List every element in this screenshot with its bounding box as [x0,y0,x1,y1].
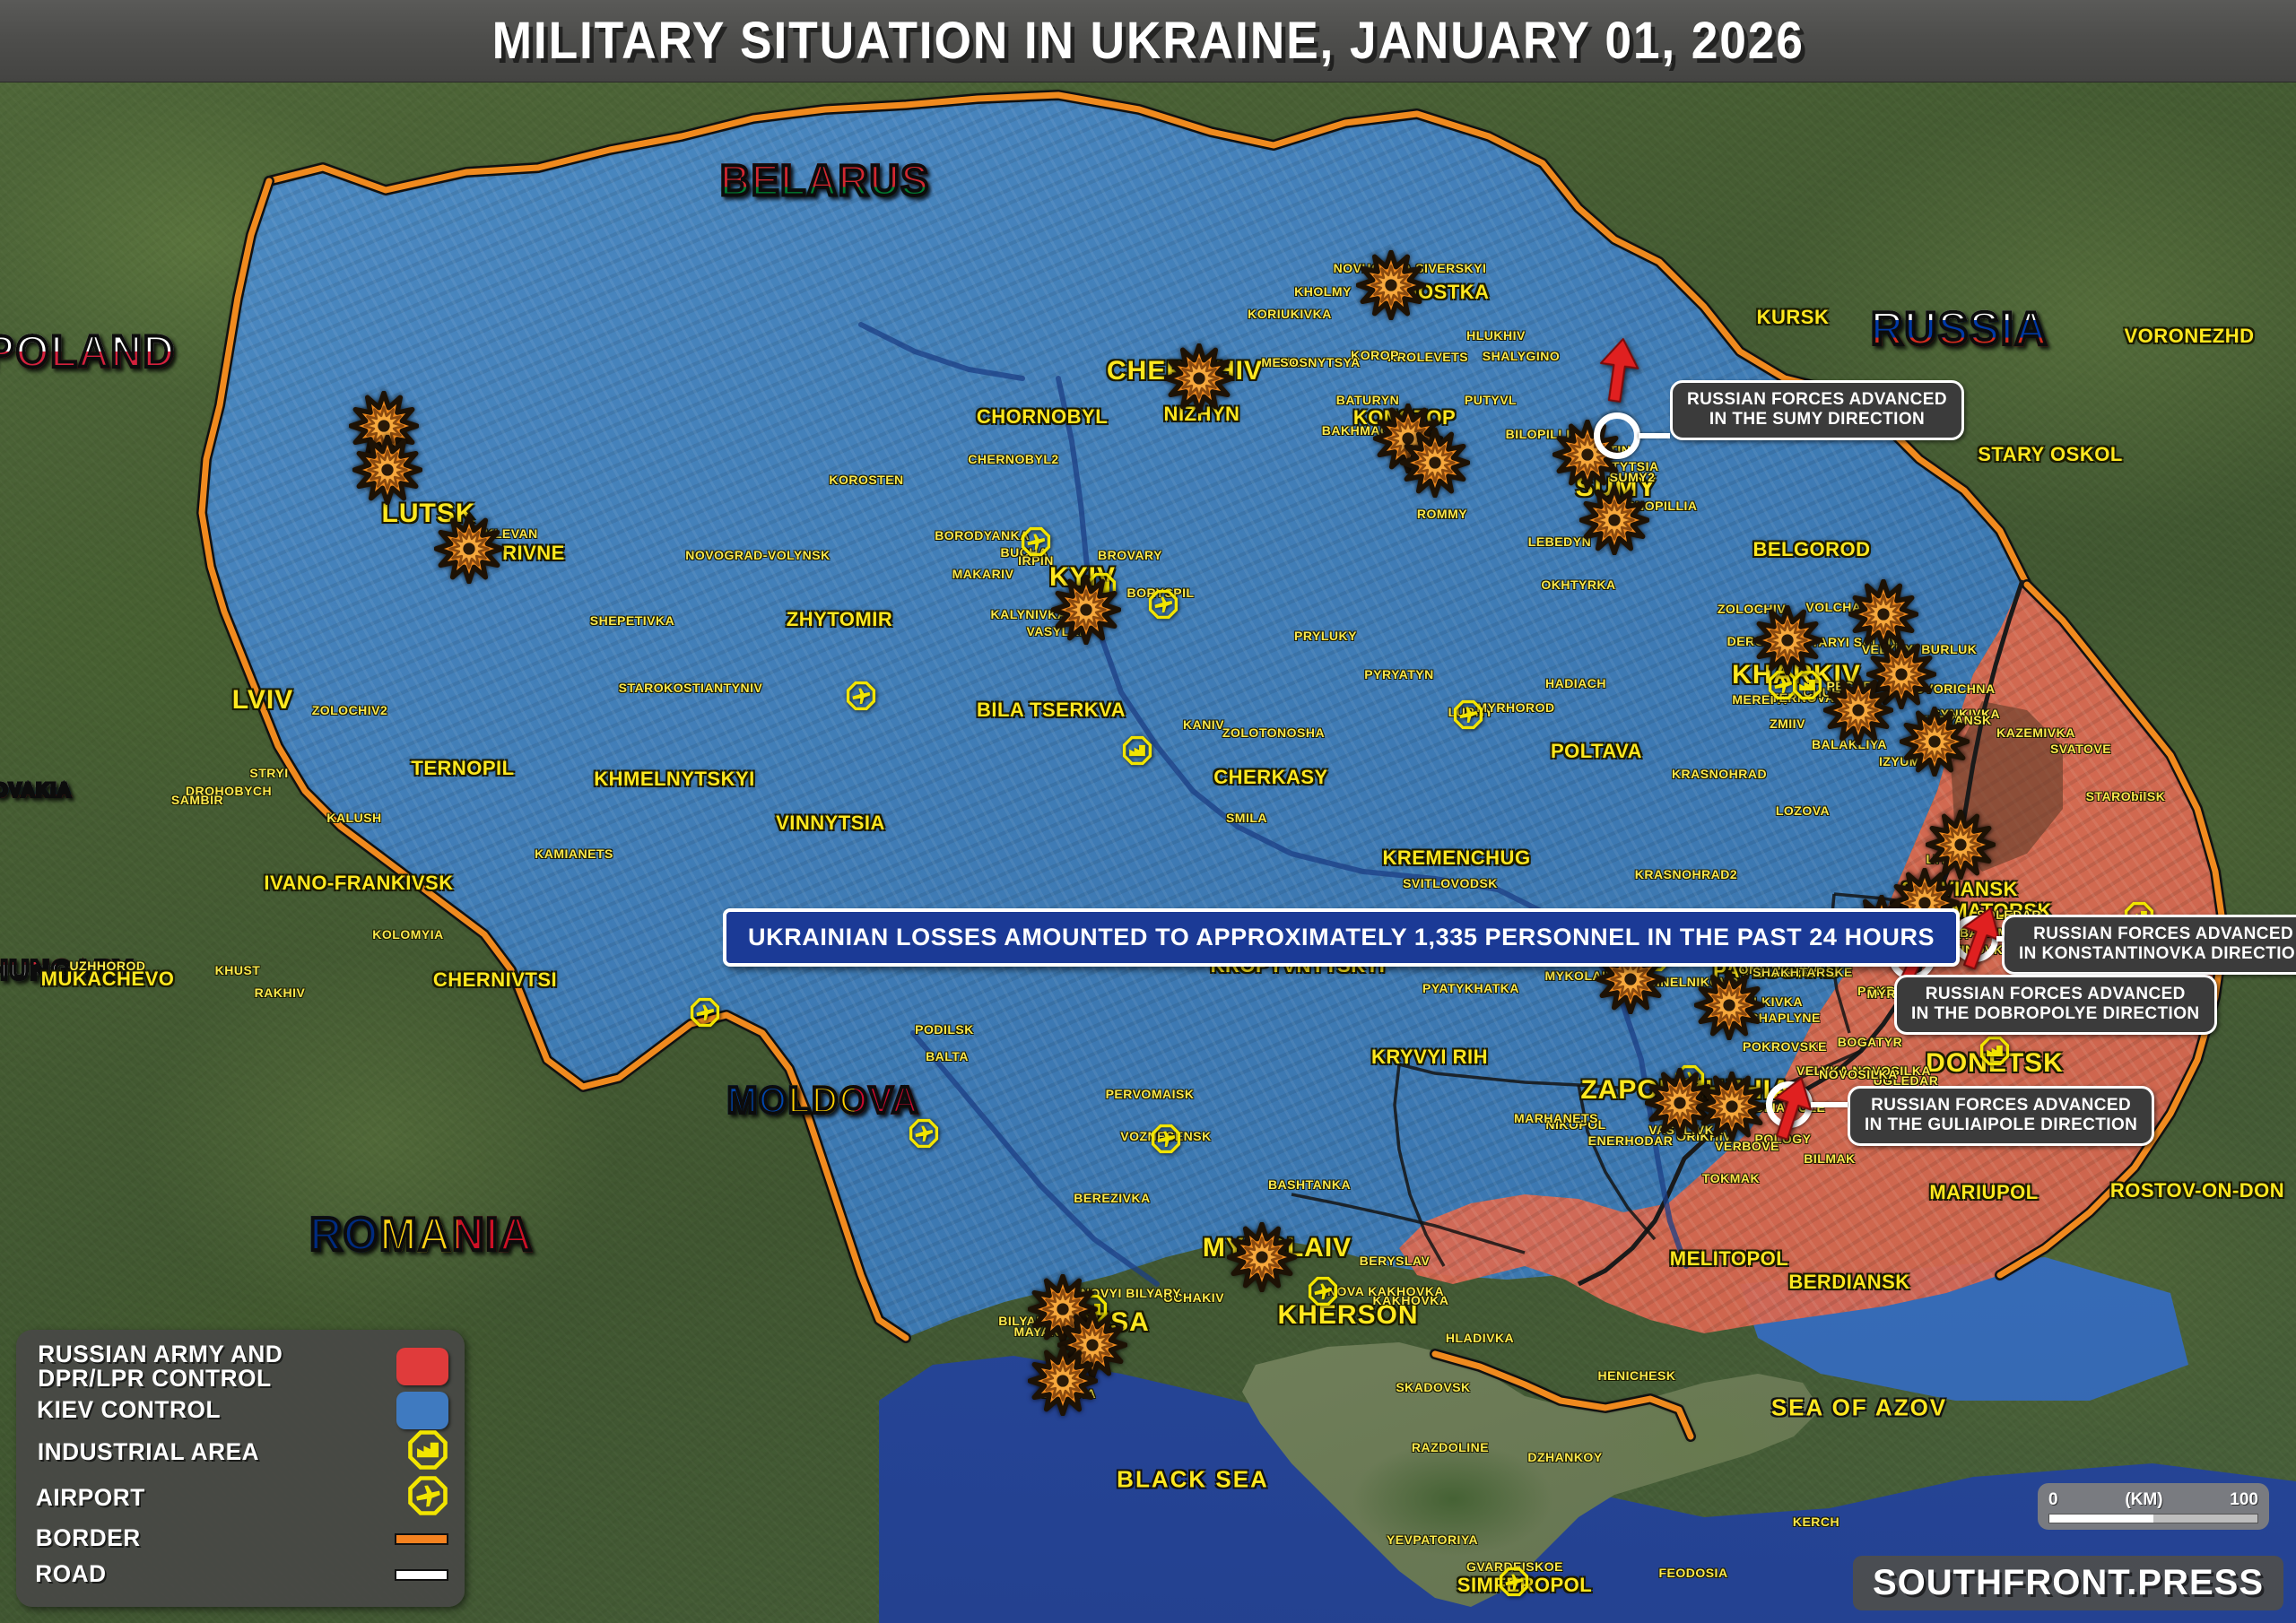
airport-hex-icon [909,1118,939,1149]
callout-line-2: IN THE DOBROPOLYE DIRECTION [1911,1004,2200,1024]
legend-label: RUSSIAN ARMY AND DPR/LPR CONTROL [38,1340,283,1393]
losses-banner: UKRAINIAN LOSSES AMOUNTED TO APPROXIMATE… [723,908,1961,967]
airport-hex-icon [1148,589,1178,620]
legend-label-line-2: DPR/LPR CONTROL [38,1365,272,1393]
legend-label-line-1: RUSSIAN ARMY AND [38,1340,283,1367]
legend-swatch-road-line [395,1568,448,1581]
airport-hex-icon [846,681,876,711]
advance-callout-dobropolye: RUSSIAN FORCES ADVANCED IN THE DOBROPOLYE… [1894,975,2217,1035]
callout-line-1: RUSSIAN FORCES ADVANCED [1925,985,2186,1003]
legend-label-line-1: AIRPORT [35,1483,145,1511]
advance-callout-konstantinovka: RUSSIAN FORCES ADVANCED IN KONSTANTINOVKA… [2002,915,2296,975]
airport-hex-icon [1674,1064,1705,1095]
country-label-romania: ROMANIA [308,1207,534,1263]
scale-unit-label: (KM) [2125,1489,2163,1509]
legend-row: INDUSTRIAL AREA [34,1429,448,1475]
scale-bar-graphic [2048,1513,2258,1523]
industrial-hex-icon [1077,1294,1108,1324]
advance-arrow-icon [1591,334,1647,406]
legend-label: INDUSTRIAL AREA [37,1437,260,1465]
legend-label-line-1: KIEV CONTROL [37,1396,222,1424]
callout-leader-line [1639,433,1670,438]
industrial-hex-icon [1979,1036,2010,1066]
losses-line-2: 1,335 PERSONNEL IN THE PAST 24 HOURS [1413,924,1935,950]
country-label-hungary: HUNGARY [0,952,134,987]
map-legend: RUSSIAN ARMY AND DPR/LPR CONTROL KIEV CONT… [16,1329,465,1607]
callout-line-1: RUSSIAN FORCES ADVANCED [1871,1096,2132,1115]
callout-line-1: RUSSIAN FORCES ADVANCED [2033,924,2294,943]
airport-hex-icon [1308,1276,1338,1306]
title-bar: MILITARY SITUATION IN UKRAINE, JANUARY 0… [0,0,2296,82]
advance-arrow-icon [1947,898,2013,976]
airport-hex-icon [690,997,720,1028]
map-canvas[interactable]: POLAND BELARUS RUSSIA HUNGARY SLOVAKIA MOLDOV… [0,82,2296,1623]
advance-arrow-icon [1760,1069,1824,1146]
source-watermark: SOUTHFRONT.PRESS [1852,1556,2283,1610]
legend-row: KIEV CONTROL [34,1392,448,1429]
industrial-hex-icon [407,1429,448,1475]
country-label-moldova: MOLDOVA [726,1077,920,1123]
airport-hex-icon [1453,699,1483,730]
callout-line-2: IN THE SUMY DIRECTION [1709,410,1926,430]
legend-row: RUSSIAN ARMY AND DPR/LPR CONTROL [34,1340,448,1393]
airport-hex-icon [1768,670,1798,700]
airport-hex-icon [1499,1567,1529,1597]
legend-swatch-russian-control [396,1348,448,1386]
country-label-poland: POLAND [0,325,176,378]
losses-line-1: UKRAINIAN LOSSES AMOUNTED TO APPROXIMATE… [748,924,1407,950]
legend-label: KIEV CONTROL [37,1396,222,1424]
legend-swatch-kiev-control [396,1392,448,1429]
legend-label: ROAD [35,1560,107,1588]
industrial-hex-icon [1792,670,1822,700]
advance-callout-sumy: RUSSIAN FORCES ADVANCED IN THE SUMY DIREC… [1670,380,1964,440]
callout-leader-line [1996,936,2004,942]
callout-line-1: RUSSIAN FORCES ADVANCED [1687,390,1947,409]
legend-row: ROAD [34,1557,448,1593]
industrial-hex-icon [1086,572,1117,603]
airport-hex-icon [1021,526,1051,557]
country-label-belarus: BELARUS [718,156,930,207]
callout-leader-line [1811,1102,1848,1107]
legend-label-line-1: ROAD [35,1560,107,1588]
scale-min-label: 0 [2048,1489,2058,1509]
scale-bar: 0 (KM) 100 [2038,1483,2269,1530]
airport-hex-icon [1151,1124,1181,1154]
page-title: MILITARY SITUATION IN UKRAINE, JANUARY 0… [491,12,1805,70]
scale-max-label: 100 [2230,1489,2258,1509]
country-label-slovakia: SLOVAKIA [0,778,72,803]
advance-callout-guliaipole: RUSSIAN FORCES ADVANCED IN THE GULIAIPOLE… [1848,1086,2155,1146]
sea-label-sea-of-azov: SEA OF AZOV [1770,1393,1948,1421]
legend-label: BORDER [35,1524,141,1552]
legend-label-line-1: INDUSTRIAL AREA [37,1437,260,1465]
callout-line-2: IN KONSTANTINOVKA DIRECTION [2019,944,2296,964]
country-label-russia: RUSSIA [1869,301,2049,357]
industrial-hex-icon [1122,735,1152,766]
legend-label: AIRPORT [35,1483,145,1511]
advance-ring-marker [1594,412,1640,459]
legend-label-line-1: BORDER [35,1524,141,1552]
legend-swatch-border-line [395,1532,448,1545]
callout-line-2: IN THE GULIAIPOLE DIRECTION [1865,1115,2138,1135]
sea-label-black-sea: BLACK SEA [1117,1465,1269,1493]
legend-row: AIRPORT [34,1475,448,1521]
airport-hex-icon [407,1475,448,1521]
legend-row: BORDER [34,1521,448,1557]
